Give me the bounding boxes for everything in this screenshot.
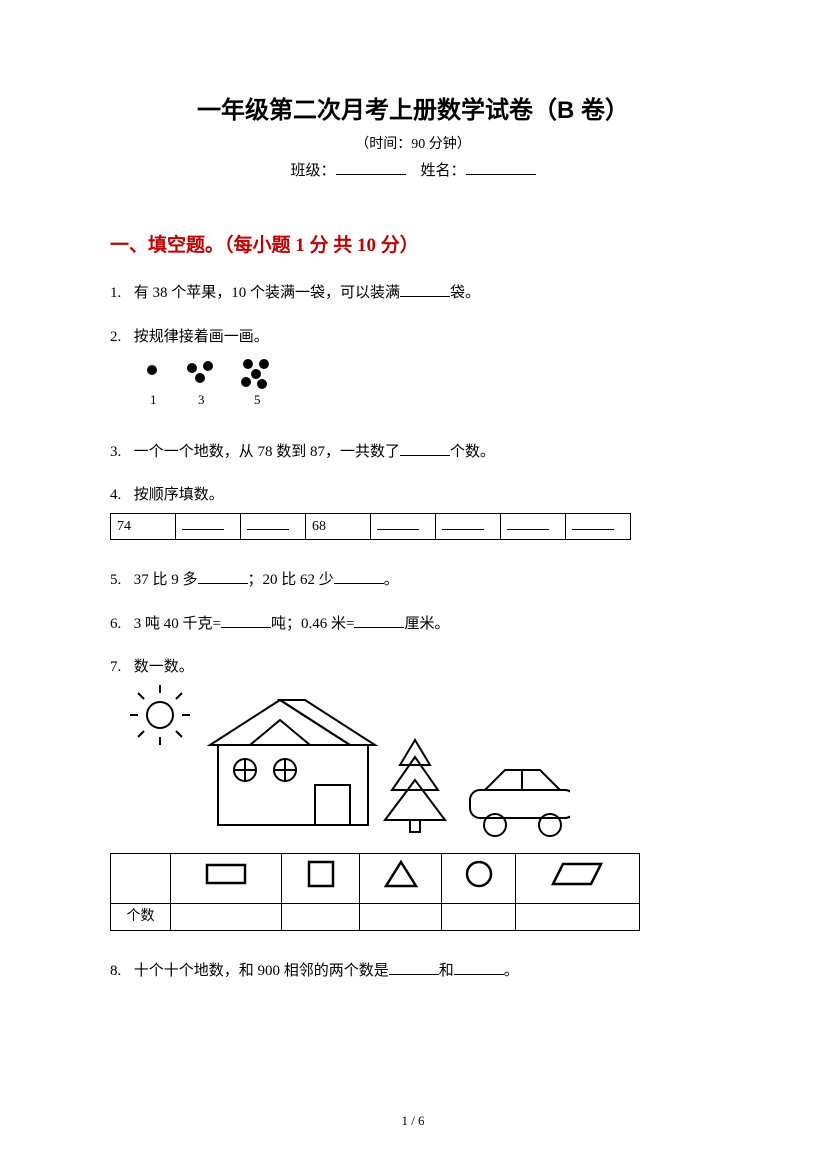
page-number: 1 / 6 (0, 1113, 826, 1129)
q1-blank[interactable] (400, 282, 450, 297)
section-1-heading: 一、填空题。（每小题 1 分 共 10 分） (110, 230, 716, 257)
dot-pattern: 1 3 5 (140, 356, 716, 422)
q6-text-c: 厘米。 (404, 616, 449, 632)
seq-cell[interactable] (566, 513, 631, 540)
q7-text: 数一数。 (134, 659, 194, 675)
q2-num: 2. (110, 325, 130, 351)
shape-rect-icon (171, 853, 282, 903)
q8-text-c: 。 (504, 963, 519, 979)
q3-blank[interactable] (400, 441, 450, 456)
q1-text-b: 袋。 (450, 285, 480, 301)
count-cell[interactable] (171, 903, 282, 930)
question-1: 1. 有 38 个苹果，10 个装满一袋，可以装满 袋。 (110, 281, 716, 307)
shape-triangle-icon (360, 853, 442, 903)
q5-text-c: 。 (384, 572, 399, 588)
q7-num: 7. (110, 655, 130, 681)
q6-text-b: 吨；0.46 米= (271, 616, 354, 632)
q5-text-b: ；20 比 62 少 (248, 572, 334, 588)
q8-blank-1[interactable] (389, 960, 439, 975)
question-3: 3. 一个一个地数，从 78 数到 87，一共数了 个数。 (110, 440, 716, 466)
name-blank[interactable] (466, 160, 536, 175)
exam-page: 一年级第二次月考上册数学试卷（B 卷） （时间：90 分钟） 班级： 姓名： 一… (0, 0, 826, 1042)
svg-text:5: 5 (254, 392, 261, 407)
seq-cell[interactable] (371, 513, 436, 540)
q5-text-a: 37 比 9 多 (134, 572, 198, 588)
svg-text:3: 3 (198, 392, 205, 407)
shape-count-table: 个数 (110, 853, 640, 931)
question-8: 8. 十个十个地数，和 900 相邻的两个数是 和 。 (110, 959, 716, 985)
class-blank[interactable] (336, 160, 406, 175)
scene-drawing (130, 685, 716, 845)
seq-cell[interactable] (241, 513, 306, 540)
q2-text: 按规律接着画一画。 (134, 329, 269, 345)
class-label: 班级： (290, 163, 335, 179)
q3-text-b: 个数。 (450, 444, 495, 460)
info-line: 班级： 姓名： (110, 159, 716, 180)
seq-cell: 68 (306, 513, 371, 540)
q8-blank-2[interactable] (454, 960, 504, 975)
seq-cell[interactable] (436, 513, 501, 540)
time-subtitle: （时间：90 分钟） (110, 133, 716, 153)
q6-num: 6. (110, 612, 130, 638)
q8-text-b: 和 (439, 963, 454, 979)
shape-circle-icon (442, 853, 516, 903)
svg-text:1: 1 (150, 392, 157, 407)
shape-parallelogram-icon (515, 853, 639, 903)
scene-svg (130, 685, 570, 845)
q3-text-a: 一个一个地数，从 78 数到 87，一共数了 (134, 444, 400, 460)
q8-text-a: 十个十个地数，和 900 相邻的两个数是 (134, 963, 389, 979)
q6-text-a: 3 吨 40 千克= (134, 616, 221, 632)
count-label: 个数 (111, 903, 171, 930)
seq-cell: 74 (111, 513, 176, 540)
q1-num: 1. (110, 281, 130, 307)
q5-num: 5. (110, 568, 130, 594)
seq-cell[interactable] (176, 513, 241, 540)
q8-num: 8. (110, 959, 130, 985)
shape-header-empty (111, 853, 171, 903)
sequence-table: 74 68 (110, 513, 631, 541)
q4-text: 按顺序填数。 (134, 487, 224, 503)
count-cell[interactable] (360, 903, 442, 930)
q6-blank-1[interactable] (221, 613, 271, 628)
question-6: 6. 3 吨 40 千克= 吨；0.46 米= 厘米。 (110, 612, 716, 638)
count-cell[interactable] (515, 903, 639, 930)
question-2: 2. 按规律接着画一画。 1 3 5 (110, 325, 716, 422)
q5-blank-1[interactable] (198, 569, 248, 584)
question-7: 7. 数一数。 (110, 655, 716, 930)
shape-square-icon (282, 853, 360, 903)
q6-blank-2[interactable] (354, 613, 404, 628)
seq-cell[interactable] (501, 513, 566, 540)
count-cell[interactable] (442, 903, 516, 930)
name-label: 姓名： (421, 163, 466, 179)
dot-pattern-svg: 1 3 5 (140, 356, 340, 412)
count-cell[interactable] (282, 903, 360, 930)
q4-num: 4. (110, 483, 130, 509)
question-4: 4. 按顺序填数。 74 68 (110, 483, 716, 540)
question-5: 5. 37 比 9 多 ；20 比 62 少 。 (110, 568, 716, 594)
page-title: 一年级第二次月考上册数学试卷（B 卷） (110, 90, 716, 125)
q3-num: 3. (110, 440, 130, 466)
q5-blank-2[interactable] (334, 569, 384, 584)
q1-text-a: 有 38 个苹果，10 个装满一袋，可以装满 (134, 285, 400, 301)
